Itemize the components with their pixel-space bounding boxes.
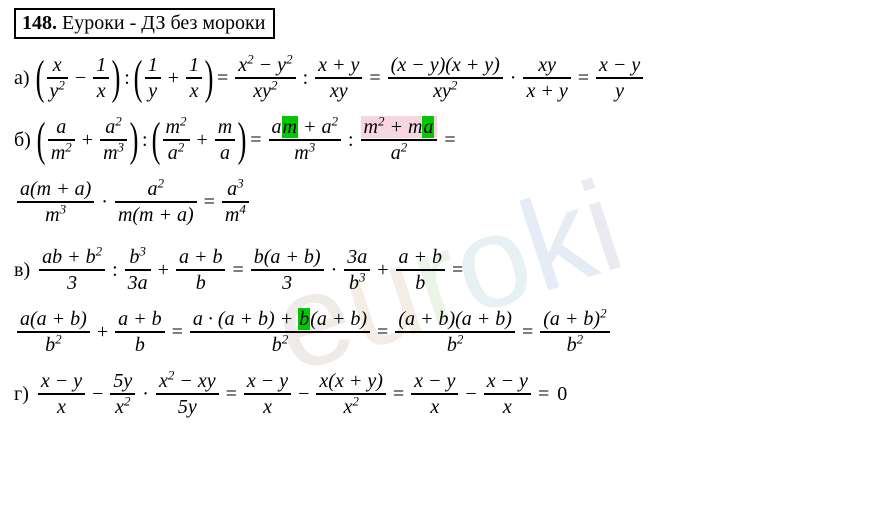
- equation-b-2: a(m + a) m3 · a2 m(m + a) = a3 m4: [14, 173, 879, 231]
- highlight-pink: m2 + ma: [361, 116, 438, 138]
- paren-open: (: [35, 54, 44, 102]
- equation-b-1: б) ( a m2 + a2 m3 ) : ( m2 a2 + m a ) = …: [14, 111, 879, 169]
- page: 148. Еуроки - ДЗ без мороки а) ( x y2 − …: [0, 0, 893, 431]
- equation-v-1: в) ab + b2 3 : b3 3a + a + b b = b(a + b…: [14, 241, 879, 299]
- highlight-green: m: [282, 116, 298, 138]
- equation-v-2: a(a + b) b2 + a + b b = a · (a + b) + b(…: [14, 303, 879, 361]
- highlight-green: b: [298, 308, 310, 330]
- equation-g: г) x − y x − 5y x2 · x2 − xy 5y = x − y …: [14, 365, 879, 423]
- equation-a: а) ( x y2 − 1 x ) : ( 1 y + 1 x ) = x2 −…: [14, 49, 879, 107]
- frac: x y2: [47, 54, 68, 101]
- label-a: а): [14, 67, 30, 90]
- zero-result: 0: [557, 383, 567, 406]
- header-text: Еуроки - ДЗ без мороки: [62, 12, 265, 34]
- problem-number: 148.: [22, 12, 57, 34]
- header-box: 148. Еуроки - ДЗ без мороки: [14, 8, 275, 39]
